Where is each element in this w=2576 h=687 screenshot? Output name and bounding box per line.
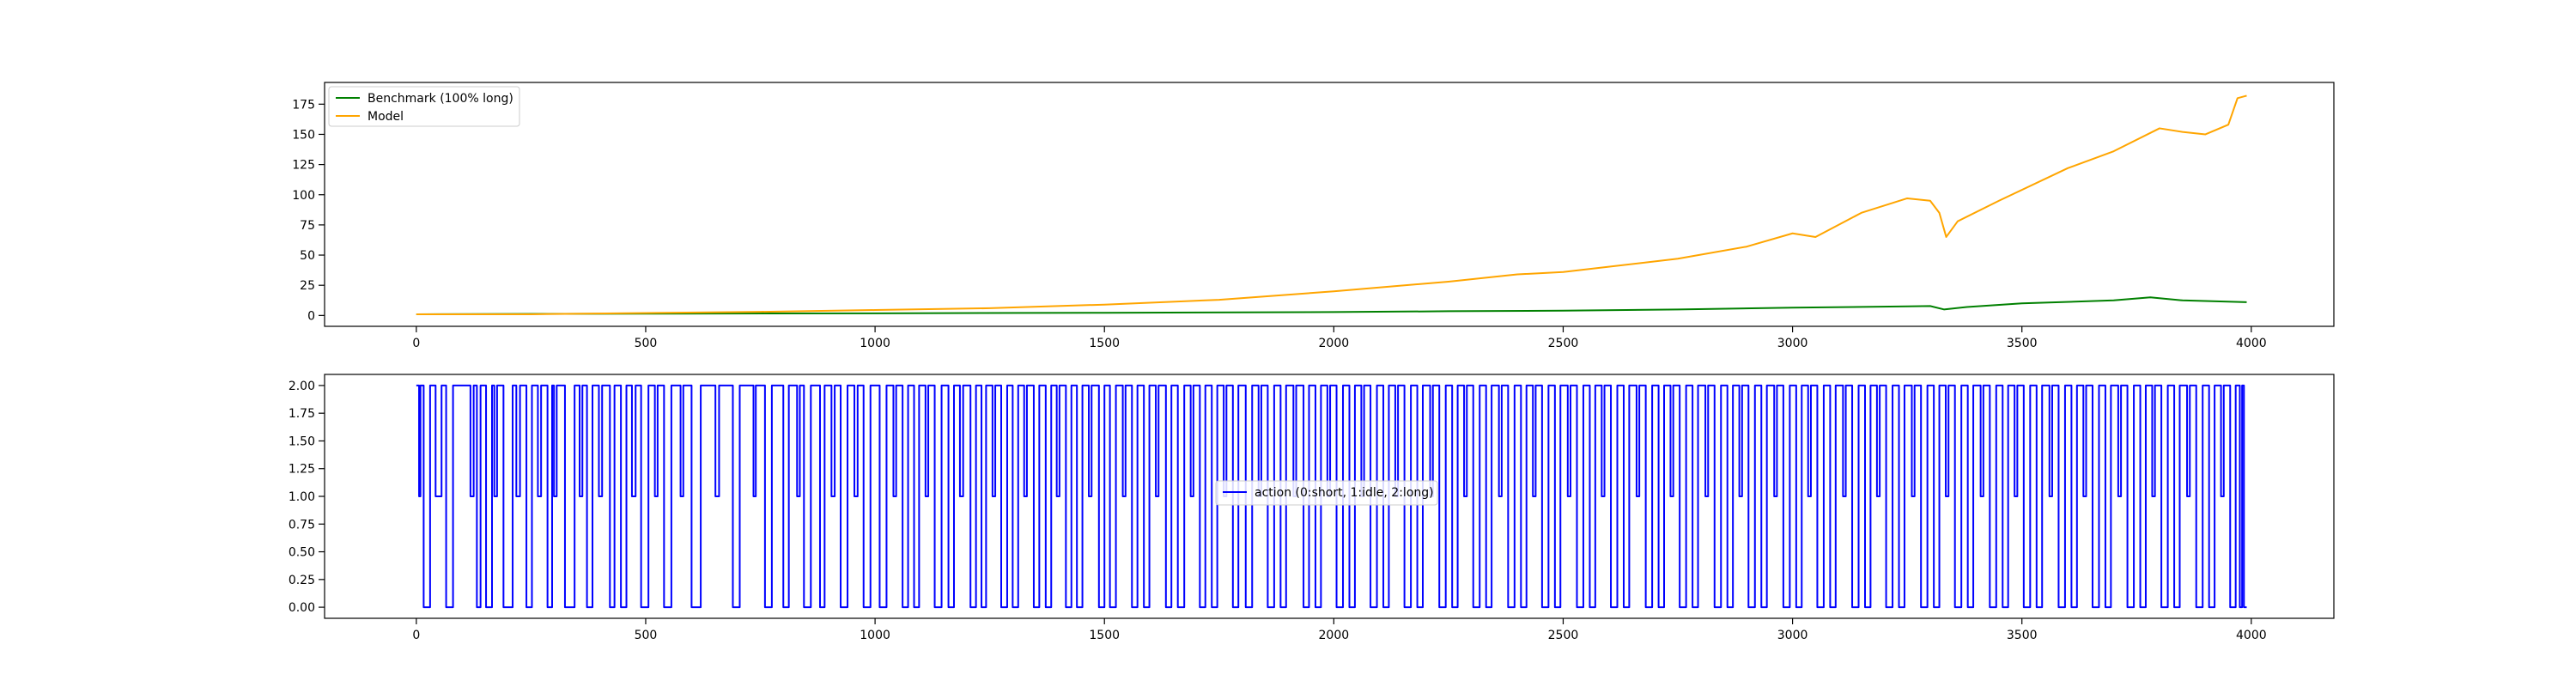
y-tick-label: 1.50: [289, 435, 315, 448]
y-tick-label: 0.00: [289, 601, 315, 615]
y-tick-label: 0.50: [289, 546, 315, 560]
x-tick-label: 3000: [1777, 629, 1808, 642]
y-tick-label: 50: [300, 249, 315, 263]
x-tick-label: 2000: [1319, 337, 1350, 350]
x-tick-label: 500: [635, 337, 658, 350]
legend-box: [328, 86, 520, 127]
y-tick-label: 0: [307, 309, 315, 323]
x-tick-label: 500: [635, 629, 658, 642]
legend-label: Model: [368, 110, 404, 124]
y-tick-label: 1.25: [289, 463, 315, 477]
y-tick-label: 100: [292, 189, 315, 203]
y-tick-label: 1.75: [289, 407, 315, 421]
x-tick-label: 1500: [1089, 337, 1120, 350]
x-tick-label: 3500: [2007, 337, 2038, 350]
legend-box: [1215, 480, 1438, 506]
x-tick-label: 3500: [2007, 629, 2038, 642]
y-tick-label: 1.00: [289, 490, 315, 504]
y-tick-label: 2.00: [289, 380, 315, 393]
y-tick-label: 0.75: [289, 518, 315, 532]
legend-label: action (0:short, 1:idle, 2:long): [1255, 486, 1434, 500]
x-tick-label: 4000: [2236, 629, 2267, 642]
chart-panel-actions: 0 500 1000 1500 2000 2500 3000 3500 4000 0.00 0.25…: [289, 374, 2335, 642]
x-tick-label: 2000: [1319, 629, 1350, 642]
x-tick-label: 0: [412, 629, 420, 642]
x-tick-label: 1000: [860, 337, 890, 350]
y-tick-label: 150: [292, 128, 315, 142]
axes-frame: [324, 82, 2335, 327]
x-tick-label: 1000: [860, 629, 890, 642]
y-tick-label: 125: [292, 159, 315, 173]
y-tick-label: 75: [300, 219, 315, 233]
series-line-0: [416, 296, 2247, 315]
x-tick-label: 1500: [1089, 629, 1120, 642]
y-tick-label: 25: [300, 279, 315, 293]
series-line-1: [416, 94, 2247, 315]
x-tick-label: 4000: [2236, 337, 2267, 350]
legend-label: Benchmark (100% long): [368, 92, 513, 106]
x-tick-label: 3000: [1777, 337, 1808, 350]
x-tick-label: 2500: [1548, 629, 1579, 642]
y-tick-label: 175: [292, 98, 315, 112]
y-tick-label: 0.25: [289, 574, 315, 587]
x-tick-label: 2500: [1548, 337, 1579, 350]
chart-panel-benchmark-vs-model: 0 500 1000 1500 2000 2500 3000 3500 4000 0 25 50 75 1…: [292, 82, 2335, 350]
x-tick-label: 0: [412, 337, 420, 350]
